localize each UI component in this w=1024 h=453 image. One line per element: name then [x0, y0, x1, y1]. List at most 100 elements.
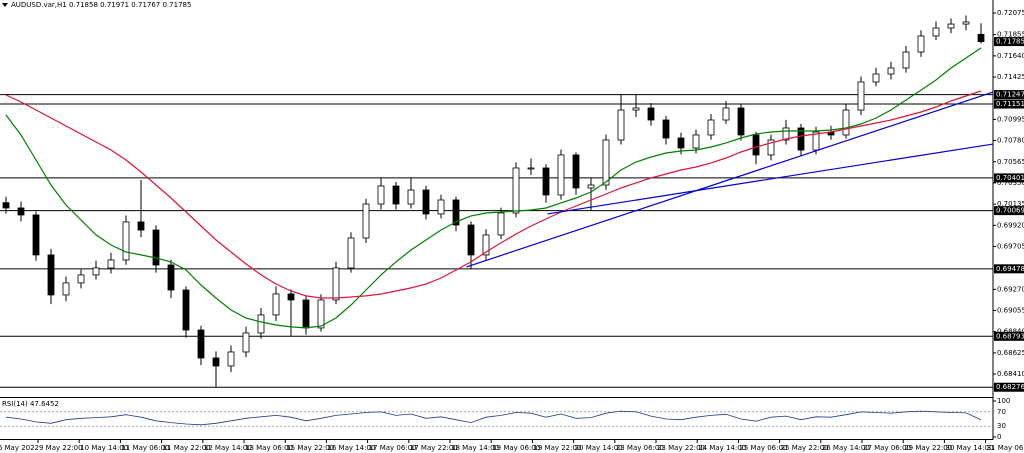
- y-tick-label: 0.69920: [997, 221, 1024, 229]
- candle-body: [962, 21, 970, 25]
- level-label: 0.71151: [996, 100, 1024, 108]
- trendline: [547, 143, 994, 215]
- candle-body: [797, 127, 805, 151]
- x-tick-label: 27 May 06:00: [863, 444, 911, 452]
- candle-body: [257, 314, 265, 334]
- level-label-box: [994, 173, 1024, 183]
- candle-body: [677, 137, 685, 149]
- candle-body: [602, 139, 610, 186]
- candle-body: [377, 185, 385, 205]
- x-tick-label: 6 May 2022: [0, 444, 39, 452]
- candle-body: [317, 299, 325, 329]
- x-tick-label: 30 May 14:00: [945, 444, 993, 452]
- candle-body: [467, 224, 475, 256]
- x-tick-label: 19 May 22:00: [533, 444, 581, 452]
- candle-body: [47, 254, 55, 296]
- y-tick-label: 0.69705: [997, 242, 1024, 250]
- rsi-title: RSI(14) 47.6452: [2, 400, 59, 408]
- rsi-tick-label: 100: [997, 397, 1010, 405]
- level-label: 0.70401: [996, 174, 1024, 182]
- moving-average: [5, 90, 982, 299]
- candle-body: [392, 185, 400, 205]
- moving-average: [5, 47, 982, 329]
- candle-body: [662, 119, 670, 139]
- y-tick-label: 0.72075: [997, 9, 1024, 17]
- candle-body: [497, 212, 505, 236]
- chart-title: AUDUSD.var,H1 0.71858 0.71971 0.71767 0.…: [11, 1, 191, 9]
- x-tick-label: 11 May 22:00: [163, 444, 211, 452]
- candle-body: [347, 237, 355, 269]
- candle-body: [707, 119, 715, 136]
- candle-body: [752, 134, 760, 156]
- candle-body: [452, 199, 460, 226]
- candle-body: [287, 293, 295, 301]
- candle-body: [737, 107, 745, 136]
- x-tick-label: 17 May 06:00: [369, 444, 417, 452]
- last-price-label: 0.71785: [996, 38, 1024, 46]
- x-tick-label: 13 May 06:00: [245, 444, 293, 452]
- candle-body: [902, 51, 910, 69]
- level-label-box: [994, 382, 1024, 392]
- candle-body: [542, 167, 550, 196]
- candle-body: [812, 131, 820, 151]
- y-tick-label: 0.70350: [997, 179, 1024, 187]
- candle-body: [137, 221, 145, 231]
- candle-body: [632, 107, 640, 111]
- candle-body: [167, 264, 175, 291]
- y-tick-label: 0.70780: [997, 137, 1024, 145]
- level-label: 0.70069: [996, 207, 1024, 215]
- candle-body: [932, 27, 940, 37]
- y-tick-label: 0.70135: [997, 200, 1024, 208]
- x-tick-label: 29 May 22:00: [904, 444, 952, 452]
- rsi-tick-label: 30: [997, 422, 1006, 430]
- level-label-box: [994, 90, 1024, 100]
- candle-body: [17, 207, 25, 216]
- candle-body: [647, 107, 655, 121]
- x-tick-label: 15 May 22:00: [286, 444, 334, 452]
- x-tick-label: 23 May 06:00: [616, 444, 664, 452]
- candle-body: [242, 332, 250, 353]
- candle-body: [152, 229, 160, 266]
- candle-body: [182, 289, 190, 331]
- x-tick-label: 12 May 14:00: [204, 444, 252, 452]
- y-tick-label: 0.69270: [997, 285, 1024, 293]
- level-label: 0.68276: [996, 383, 1024, 391]
- candle-body: [872, 73, 880, 83]
- x-tick-label: 16 May 14:00: [327, 444, 375, 452]
- trendline: [466, 91, 994, 268]
- y-tick-label: 0.71640: [997, 52, 1024, 60]
- level-label: 0.69478: [996, 265, 1024, 273]
- x-tick-label: 20 May 14:00: [575, 444, 623, 452]
- candle-body: [722, 107, 730, 121]
- candle-body: [332, 267, 340, 301]
- candle-body: [977, 33, 985, 42]
- candle-body: [512, 167, 520, 214]
- level-label-box: [994, 264, 1024, 274]
- y-tick-label: 0.68625: [997, 349, 1024, 357]
- rsi-tick-label: 70: [997, 408, 1006, 416]
- candle-body: [437, 199, 445, 215]
- y-tick-label: 0.71855: [997, 31, 1024, 39]
- candle-body: [32, 214, 40, 256]
- candle-body: [92, 267, 100, 276]
- candle-body: [407, 189, 415, 205]
- y-tick-label: 0.69055: [997, 307, 1024, 315]
- x-tick-label: 25 May 06:00: [739, 444, 787, 452]
- level-label-box: [994, 99, 1024, 109]
- x-tick-label: 31 May 06:00: [987, 444, 1024, 452]
- candle-body: [122, 221, 130, 261]
- candle-body: [362, 203, 370, 239]
- candle-body: [77, 274, 85, 284]
- candle-body: [917, 35, 925, 53]
- candle-body: [572, 154, 580, 189]
- candle-body: [2, 202, 10, 209]
- x-tick-label: 25 May 22:00: [781, 444, 829, 452]
- candle-body: [587, 184, 595, 189]
- rsi-line: [5, 410, 982, 426]
- y-tick-label: 0.71425: [997, 73, 1024, 81]
- x-tick-label: 11 May 06:00: [121, 444, 169, 452]
- candle-body: [227, 351, 235, 367]
- candle-body: [197, 329, 205, 359]
- candle-body: [692, 134, 700, 149]
